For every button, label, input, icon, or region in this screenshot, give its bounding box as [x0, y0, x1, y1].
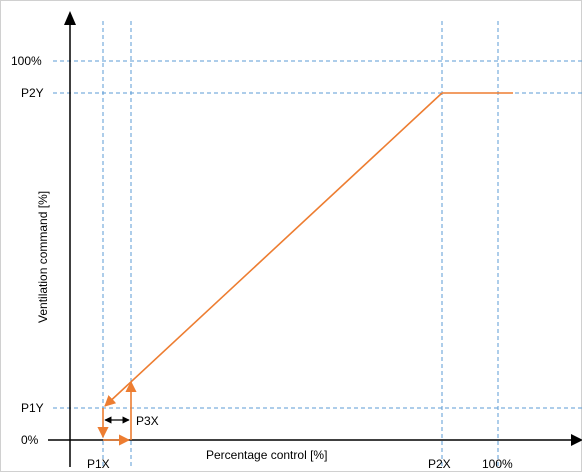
control-curve: [97, 92, 513, 446]
y-tick-zero: 0%: [21, 433, 39, 447]
y-axis-title: Ventilation command [%]: [36, 191, 50, 323]
p3x-label: P3X: [136, 414, 159, 428]
y-axis-arrowhead: [64, 11, 76, 25]
axes: [48, 23, 573, 467]
x-axis-arrowhead: [571, 434, 582, 446]
y-tick-p1y: P1Y: [21, 401, 44, 415]
x-tick-p1x: P1X: [87, 457, 110, 471]
curve-ramp-segment: [104, 92, 443, 407]
x-tick-p2x: P2X: [428, 457, 451, 471]
x-tick-max: 100%: [482, 457, 513, 471]
guide-lines: [53, 21, 582, 467]
y-tick-max: 100%: [11, 54, 42, 68]
x-axis-title: Percentage control [%]: [206, 448, 327, 462]
y-tick-p2y: P2Y: [21, 86, 44, 100]
